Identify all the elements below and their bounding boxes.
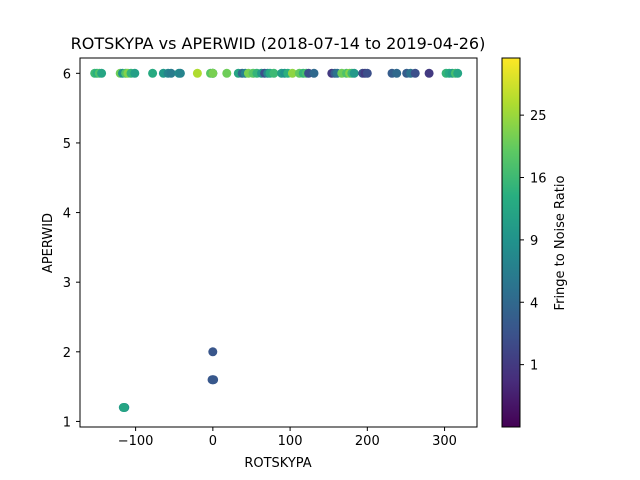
data-point — [392, 68, 402, 78]
points-layer — [90, 68, 463, 412]
data-point — [209, 375, 219, 385]
data-point — [97, 68, 107, 78]
data-point — [208, 68, 218, 78]
y-tick-label: 2 — [63, 346, 71, 361]
data-point — [453, 68, 463, 78]
data-point — [166, 68, 176, 78]
y-tick-label: 6 — [63, 67, 71, 82]
colorbar-tick-label: 9 — [530, 234, 538, 249]
y-tick-label: 4 — [63, 207, 71, 222]
data-point — [192, 68, 202, 78]
chart-title: ROTSKYPA vs APERWID (2018-07-14 to 2019-… — [71, 34, 486, 53]
data-point — [362, 68, 372, 78]
data-point — [175, 68, 185, 78]
y-axis: 1 2 3 4 5 6 — [63, 67, 80, 430]
plot-frame — [79, 57, 478, 428]
data-point — [269, 68, 279, 78]
x-tick-label: −100 — [118, 434, 154, 449]
y-tick-label: 5 — [63, 137, 71, 152]
data-point — [148, 68, 158, 78]
x-axis-label: ROTSKYPA — [244, 456, 311, 471]
data-point — [349, 68, 359, 78]
colorbar — [501, 57, 521, 428]
data-point — [287, 68, 297, 78]
colorbar-label: Fringe to Noise Ratio — [553, 176, 568, 311]
y-tick-label: 1 — [63, 415, 71, 430]
data-point — [410, 68, 420, 78]
y-tick-label: 3 — [63, 276, 71, 291]
colorbar-tick-label: 16 — [530, 172, 547, 187]
colorbar-tick-label: 4 — [530, 296, 538, 311]
data-point — [130, 68, 140, 78]
x-tick-label: 200 — [355, 434, 380, 449]
data-point — [119, 403, 129, 412]
colorbar-tick-label: 1 — [530, 359, 538, 374]
colorbar-ticks: 1 4 9 16 25 — [520, 109, 547, 374]
y-axis-label: APERWID — [41, 213, 56, 273]
colorbar-tick-label: 25 — [530, 109, 547, 124]
data-point — [222, 68, 232, 78]
x-axis: −100 0 100 200 300 — [118, 427, 457, 449]
x-tick-label: 0 — [209, 434, 217, 449]
x-tick-label: 100 — [278, 434, 303, 449]
x-tick-label: 300 — [432, 434, 457, 449]
data-point — [208, 347, 218, 357]
data-point — [424, 68, 434, 78]
data-point — [309, 68, 319, 78]
